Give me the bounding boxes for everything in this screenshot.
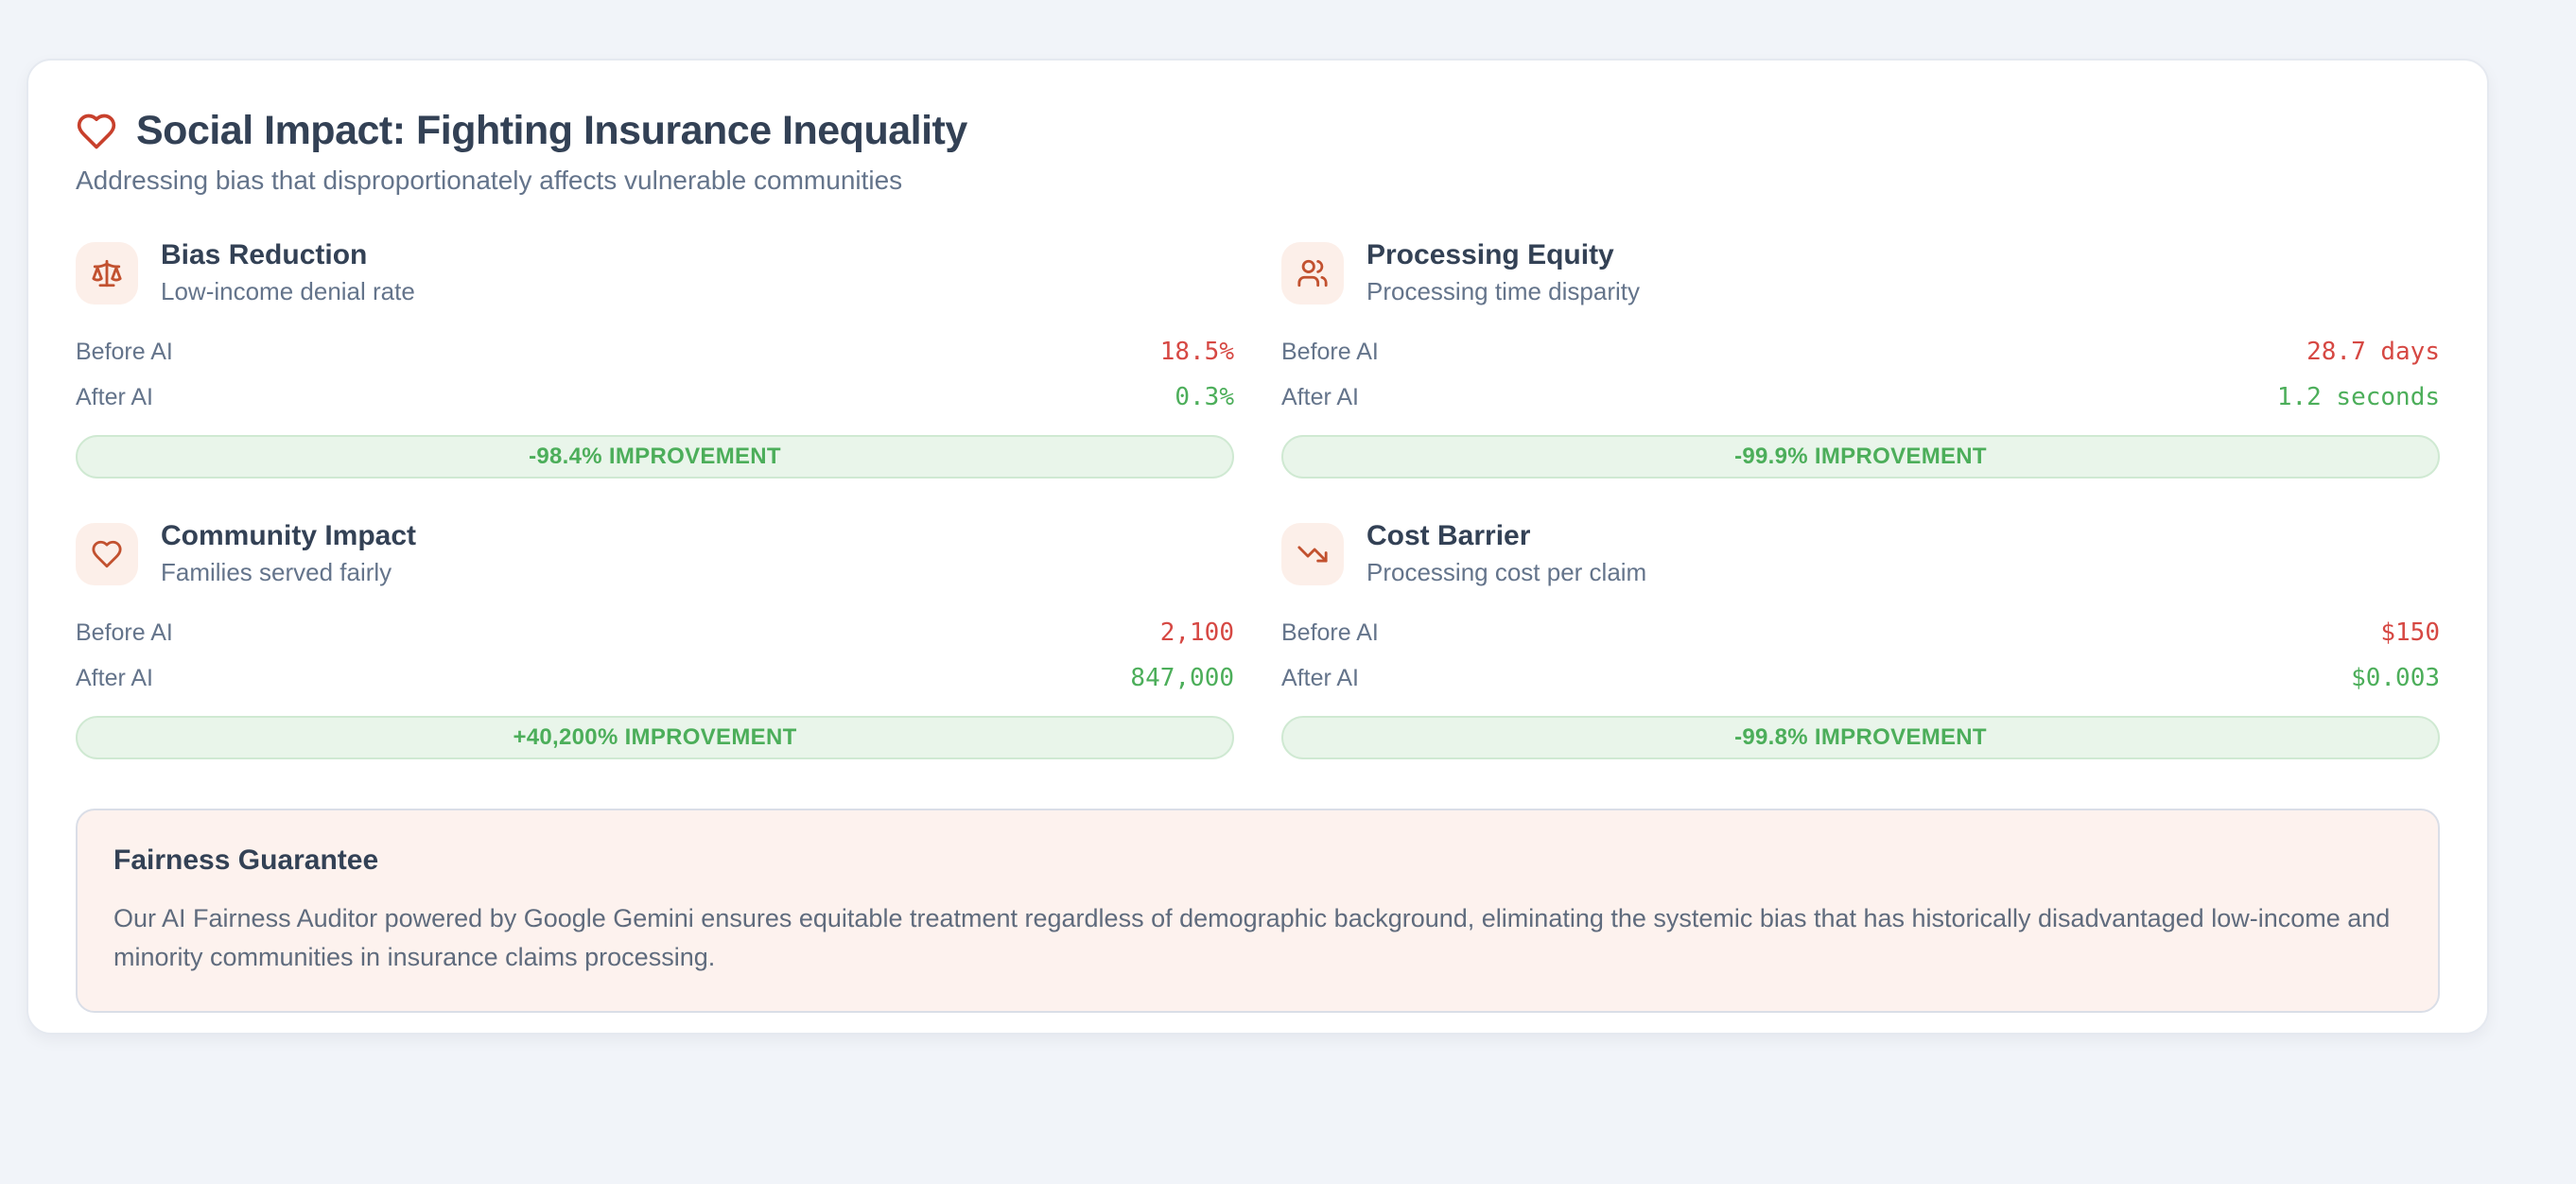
before-ai-row: Before AI 28.7 days xyxy=(1281,329,2440,374)
before-ai-value: 2,100 xyxy=(1159,618,1234,647)
metric-card-community-impact: Community Impact Families served fairly … xyxy=(76,520,1234,759)
metric-subtitle: Processing time disparity xyxy=(1366,277,1640,305)
metric-titles: Cost Barrier Processing cost per claim xyxy=(1366,520,1646,587)
fairness-title: Fairness Guarantee xyxy=(113,844,379,876)
metrics-grid: Bias Reduction Low-income denial rate Be… xyxy=(76,239,2440,759)
improvement-badge: -99.8% IMPROVEMENT xyxy=(1281,716,2440,759)
metric-header: Bias Reduction Low-income denial rate xyxy=(76,239,1234,306)
metric-subtitle: Low-income denial rate xyxy=(161,277,415,305)
before-ai-label: Before AI xyxy=(1281,338,1379,365)
fairness-guarantee-panel: Fairness Guarantee Our AI Fairness Audit… xyxy=(76,809,2440,1013)
after-ai-row: After AI 1.2 seconds xyxy=(1281,374,2440,420)
after-ai-row: After AI 847,000 xyxy=(76,655,1234,701)
before-ai-row: Before AI 18.5% xyxy=(76,329,1234,374)
after-ai-label: After AI xyxy=(76,383,153,410)
before-ai-label: Before AI xyxy=(76,338,173,365)
before-ai-row: Before AI $150 xyxy=(1281,610,2440,655)
after-ai-value: $0.003 xyxy=(2351,664,2440,692)
improvement-badge: -99.9% IMPROVEMENT xyxy=(1281,435,2440,479)
social-impact-card: Social Impact: Fighting Insurance Inequa… xyxy=(26,59,2489,1035)
metric-title: Community Impact xyxy=(161,520,417,551)
before-ai-label: Before AI xyxy=(1281,618,1379,646)
metric-titles: Community Impact Families served fairly xyxy=(161,520,416,587)
metric-title: Cost Barrier xyxy=(1366,520,1531,551)
before-ai-value: $150 xyxy=(2380,618,2440,647)
after-ai-value: 0.3% xyxy=(1175,383,1234,411)
trending-down-icon xyxy=(1281,522,1344,585)
metric-card-cost-barrier: Cost Barrier Processing cost per claim B… xyxy=(1281,520,2440,759)
after-ai-label: After AI xyxy=(76,664,153,691)
scale-icon xyxy=(76,241,138,305)
after-ai-value: 1.2 seconds xyxy=(2276,383,2440,411)
metric-title: Processing Equity xyxy=(1366,239,1614,270)
metric-titles: Processing Equity Processing time dispar… xyxy=(1366,239,1640,306)
before-ai-label: Before AI xyxy=(76,618,173,646)
metric-header: Cost Barrier Processing cost per claim xyxy=(1281,520,2440,587)
after-ai-row: After AI $0.003 xyxy=(1281,655,2440,701)
metric-header: Community Impact Families served fairly xyxy=(76,520,1234,587)
heart-icon xyxy=(76,522,138,585)
after-ai-label: After AI xyxy=(1281,664,1359,691)
users-icon xyxy=(1281,241,1344,305)
after-ai-value: 847,000 xyxy=(1130,664,1234,692)
metric-subtitle: Families served fairly xyxy=(161,558,392,586)
improvement-badge: -98.4% IMPROVEMENT xyxy=(76,435,1234,479)
page-subtitle: Addressing bias that disproportionately … xyxy=(76,165,903,195)
metric-titles: Bias Reduction Low-income denial rate xyxy=(161,239,415,306)
metric-card-bias-reduction: Bias Reduction Low-income denial rate Be… xyxy=(76,239,1234,479)
before-ai-value: 28.7 days xyxy=(2306,338,2440,366)
after-ai-row: After AI 0.3% xyxy=(76,374,1234,420)
metric-header: Processing Equity Processing time dispar… xyxy=(1281,239,2440,306)
after-ai-label: After AI xyxy=(1281,383,1359,410)
heart-icon xyxy=(77,113,116,148)
page-header: Social Impact: Fighting Insurance Inequa… xyxy=(76,108,2440,154)
before-ai-row: Before AI 2,100 xyxy=(76,610,1234,655)
fairness-body: Our AI Fairness Auditor powered by Googl… xyxy=(113,904,2391,971)
before-ai-value: 18.5% xyxy=(1159,338,1234,366)
improvement-badge: +40,200% IMPROVEMENT xyxy=(76,716,1234,759)
metric-subtitle: Processing cost per claim xyxy=(1366,558,1647,586)
metric-title: Bias Reduction xyxy=(161,239,368,270)
metric-card-processing-equity: Processing Equity Processing time dispar… xyxy=(1281,239,2440,479)
page-title: Social Impact: Fighting Insurance Inequa… xyxy=(136,108,967,153)
